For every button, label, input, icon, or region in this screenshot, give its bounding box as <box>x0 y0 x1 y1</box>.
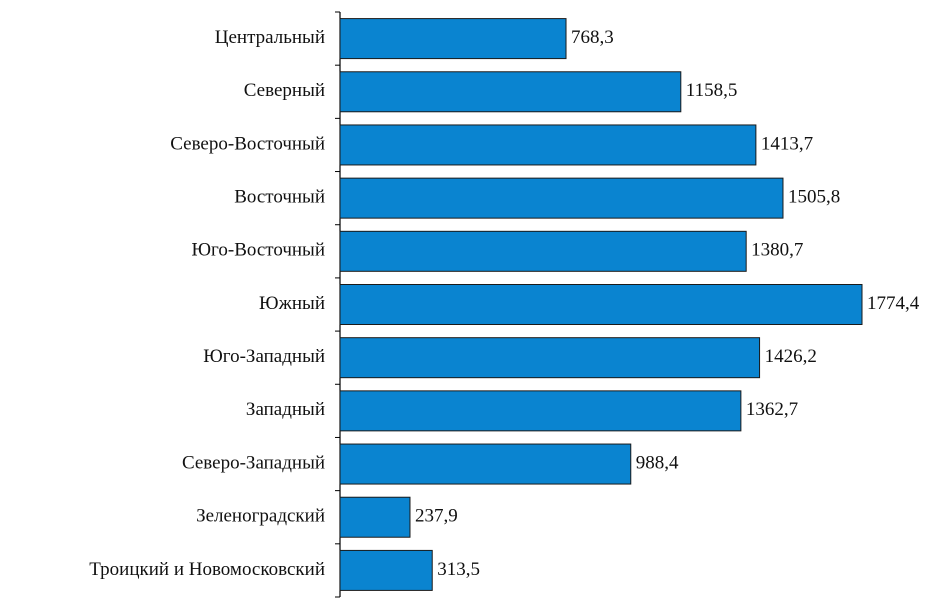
bar <box>339 443 632 485</box>
y-tick-label: Троицкий и Новомосковский <box>89 559 325 580</box>
value-label: 1774,4 <box>867 293 920 314</box>
value-label: 768,3 <box>571 27 614 48</box>
y-tick-label: Северо-Восточный <box>170 133 325 154</box>
bar <box>339 124 757 166</box>
bar <box>339 284 863 325</box>
y-tick-label: Западный <box>246 399 325 420</box>
value-label: 1413,7 <box>761 133 813 154</box>
value-label: 988,4 <box>636 452 679 473</box>
value-label: 237,9 <box>415 506 458 527</box>
value-label: 1380,7 <box>751 240 803 261</box>
value-label: 313,5 <box>437 559 480 580</box>
y-tick-label: Северо-Западный <box>182 452 325 473</box>
bar <box>339 18 567 60</box>
bar <box>339 177 784 219</box>
bar <box>339 71 682 113</box>
y-tick-label: Северный <box>244 80 325 101</box>
value-label: 1426,2 <box>765 346 817 367</box>
y-tick-label: Юго-Восточный <box>192 240 325 261</box>
value-label: 1505,8 <box>788 186 840 207</box>
y-tick-label: Центральный <box>215 27 325 48</box>
y-tick-label: Южный <box>259 293 325 314</box>
y-tick-label: Юго-Западный <box>203 346 325 367</box>
bar <box>339 549 433 591</box>
bar <box>339 337 761 379</box>
y-tick-label: Зеленоградский <box>196 506 325 527</box>
y-tick-label: Восточный <box>234 186 325 207</box>
bar <box>339 230 747 272</box>
bar <box>339 496 411 538</box>
value-label: 1362,7 <box>746 399 798 420</box>
bar <box>339 390 742 432</box>
value-label: 1158,5 <box>686 80 738 101</box>
